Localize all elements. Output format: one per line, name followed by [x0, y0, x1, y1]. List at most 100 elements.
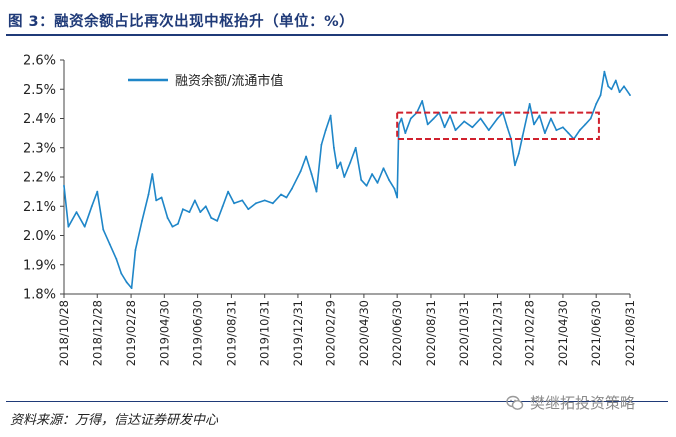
data-point	[610, 88, 613, 91]
x-tick-label: 2020/06/30	[390, 300, 404, 366]
x-tick-label: 2019/10/31	[258, 300, 272, 366]
data-point	[343, 176, 346, 178]
data-point	[584, 123, 587, 126]
x-tick-label: 2020/10/31	[457, 300, 471, 366]
y-tick-label: 2.6%	[23, 54, 56, 69]
data-point	[125, 281, 128, 284]
data-point	[255, 202, 257, 205]
data-point	[463, 120, 466, 123]
data-point	[324, 129, 327, 132]
data-point	[90, 205, 93, 208]
data-point	[134, 249, 137, 252]
highlight-box	[396, 111, 600, 140]
data-point	[376, 181, 379, 184]
data-point	[607, 85, 610, 88]
data-point	[614, 79, 617, 82]
title-rule	[6, 34, 668, 36]
data-point	[528, 102, 531, 105]
data-point	[263, 199, 266, 202]
y-tick-label: 2.2%	[23, 171, 56, 186]
data-point	[629, 94, 631, 96]
data-point	[130, 287, 133, 290]
data-point	[177, 222, 179, 225]
data-point	[108, 243, 111, 246]
x-tick-label: 2019/04/30	[157, 300, 171, 366]
data-point	[160, 196, 163, 199]
data-point	[120, 272, 123, 275]
plot-area	[63, 70, 631, 290]
data-point	[271, 202, 274, 205]
data-point	[443, 126, 446, 129]
watermark-text: 樊继拓投资策略	[530, 394, 636, 412]
data-point	[188, 211, 191, 214]
y-tick-label: 2.1%	[23, 200, 56, 215]
data-point	[199, 211, 202, 214]
source-note: 资料来源：万得，信达证券研发中心	[10, 413, 219, 428]
data-point	[354, 146, 357, 149]
data-point	[397, 123, 400, 126]
y-tick-label: 1.9%	[23, 258, 56, 273]
data-point	[533, 123, 535, 126]
y-tick-labels: 1.8% 1.9% 2.0% 2.1% 2.2% 2.3% 2.4% 2.5% 2.6%	[23, 54, 56, 303]
data-point	[166, 217, 169, 219]
data-point	[310, 173, 313, 175]
data-point	[299, 170, 302, 173]
data-point	[247, 208, 250, 211]
data-point	[599, 94, 602, 96]
x-tick-label: 2021/08/31	[623, 300, 637, 366]
data-point	[521, 135, 524, 137]
data-point	[382, 167, 385, 170]
x-tick-label: 2020/02/29	[324, 300, 338, 366]
data-point	[517, 152, 520, 155]
x-tick-label: 2021/02/28	[523, 300, 537, 366]
data-point	[210, 217, 213, 219]
data-point	[63, 184, 65, 187]
data-point	[349, 161, 352, 164]
data-point	[151, 173, 154, 175]
x-tick-label: 2019/06/30	[191, 300, 205, 366]
data-point	[75, 211, 78, 214]
data-point	[204, 205, 207, 208]
data-point	[141, 219, 143, 222]
data-point	[333, 146, 335, 149]
x-tick-label: 2020/12/31	[490, 300, 504, 366]
data-point	[393, 187, 396, 190]
data-point	[147, 193, 150, 196]
data-point	[595, 102, 598, 105]
x-tick-label: 2021/06/30	[589, 300, 603, 366]
data-point	[280, 193, 282, 196]
y-tick-label: 2.5%	[23, 83, 56, 98]
data-point	[506, 126, 509, 129]
figure-header: 图 3：融资余额占比再次出现中枢抬升（单位：%）	[6, 6, 668, 36]
data-point	[449, 114, 451, 117]
data-point	[155, 199, 158, 202]
data-point	[320, 143, 323, 146]
data-point	[550, 117, 552, 120]
data-point	[514, 164, 516, 167]
data-point	[388, 179, 390, 181]
data-point	[291, 187, 293, 190]
data-point	[567, 132, 570, 135]
data-point	[305, 155, 308, 158]
data-point	[562, 126, 564, 129]
line-chart: 1.8% 1.9% 2.0% 2.1% 2.2% 2.3% 2.4% 2.5% 2.6% 201…	[23, 54, 637, 367]
data-point	[589, 117, 592, 120]
x-tick-label: 2018/10/28	[57, 300, 71, 366]
footer-rule	[6, 401, 668, 402]
data-point	[181, 208, 184, 211]
data-point	[544, 132, 546, 135]
data-point	[227, 190, 230, 193]
data-point	[618, 91, 621, 94]
figure-title: 图 3：融资余额占比再次出现中枢抬升（单位：%）	[8, 14, 355, 30]
data-point	[339, 161, 342, 164]
data-point	[193, 199, 196, 202]
data-point	[432, 117, 435, 120]
x-tick-label: 2019/02/28	[124, 300, 138, 366]
data-point	[502, 111, 504, 114]
data-point	[487, 129, 490, 132]
data-point	[454, 129, 457, 132]
data-point	[471, 126, 474, 129]
data-point	[479, 117, 482, 120]
data-point	[555, 129, 558, 132]
series-line	[63, 70, 631, 289]
